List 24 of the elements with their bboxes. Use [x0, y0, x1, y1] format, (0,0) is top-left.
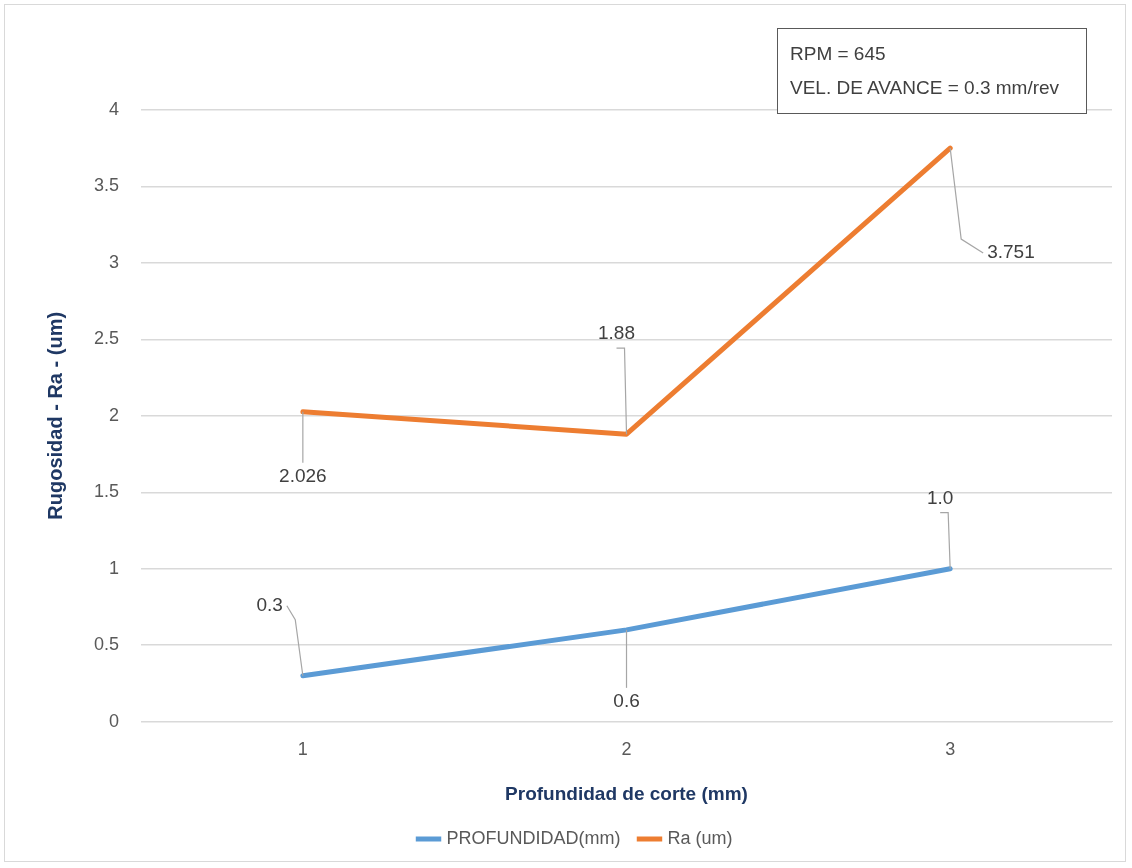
y-tick-label: 0.5 — [93, 634, 120, 655]
x-tick-label: 2 — [621, 739, 632, 760]
y-tick-label: 3 — [109, 251, 120, 272]
data-label: 0.3 — [256, 593, 283, 615]
y-tick-label: 1 — [109, 557, 120, 578]
data-label: 3.751 — [987, 241, 1035, 263]
legend-label: Ra (um) — [667, 827, 733, 848]
x-tick-label: 3 — [945, 739, 956, 760]
text: VEL. DE AVANCE = 0.3 mm/rev — [790, 76, 1061, 100]
y-tick-label: 1.5 — [93, 481, 120, 502]
x-tick-label: 1 — [297, 739, 308, 760]
y-axis-title: Rugosidad - Ra - (um) — [43, 311, 66, 520]
x-axis-title: Profundidad de corte (mm) — [505, 782, 748, 804]
y-tick-label: 0 — [109, 710, 120, 731]
text: RPM = 645 — [790, 42, 887, 66]
y-tick-label: 2.5 — [93, 328, 120, 349]
data-label: 0.6 — [613, 690, 640, 712]
data-label: 1.88 — [598, 322, 635, 344]
y-tick-label: 3.5 — [93, 175, 120, 196]
legend-label: PROFUNDIDAD(mm) — [446, 827, 621, 848]
y-tick-label: 4 — [109, 98, 120, 119]
data-label: 2.026 — [279, 465, 327, 487]
data-label: 1.0 — [926, 486, 954, 508]
y-tick-label: 2 — [109, 404, 120, 425]
